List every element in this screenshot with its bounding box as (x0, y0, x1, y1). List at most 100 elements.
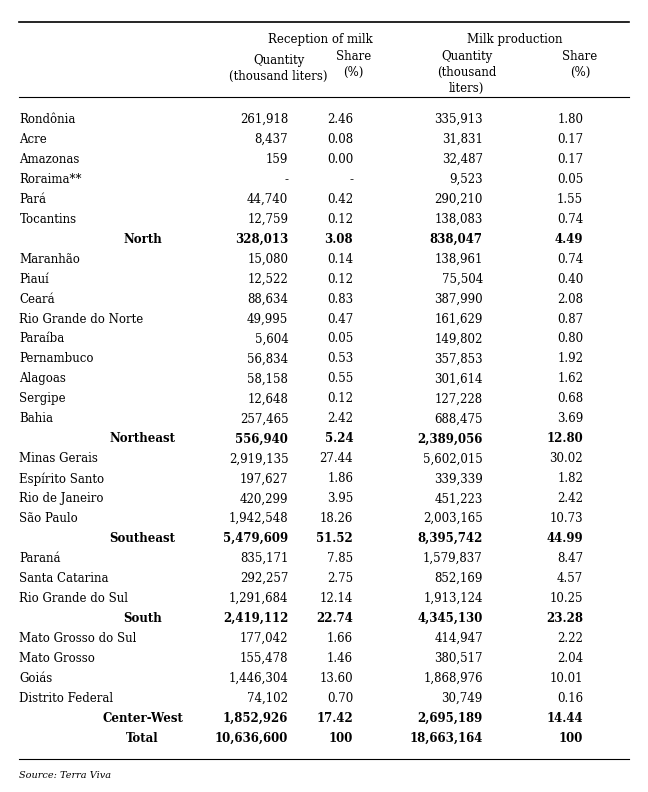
Text: 451,223: 451,223 (434, 493, 483, 505)
Text: 0.70: 0.70 (327, 692, 353, 705)
Text: 3.08: 3.08 (325, 233, 353, 246)
Text: 0.55: 0.55 (327, 372, 353, 386)
Text: 290,210: 290,210 (434, 192, 483, 206)
Text: Bahia: Bahia (19, 413, 53, 425)
Text: 100: 100 (559, 732, 583, 745)
Text: 30.02: 30.02 (550, 452, 583, 466)
Text: 8,395,742: 8,395,742 (417, 532, 483, 545)
Text: 852,169: 852,169 (434, 572, 483, 585)
Text: 31,831: 31,831 (442, 133, 483, 146)
Text: 23.28: 23.28 (546, 612, 583, 625)
Text: Maranhão: Maranhão (19, 253, 80, 265)
Text: 292,257: 292,257 (240, 572, 288, 585)
Text: 197,627: 197,627 (240, 472, 288, 485)
Text: 1,579,837: 1,579,837 (423, 552, 483, 565)
Text: 159: 159 (266, 153, 288, 166)
Text: 0.87: 0.87 (557, 313, 583, 326)
Text: 18.26: 18.26 (319, 512, 353, 525)
Text: Rondônia: Rondônia (19, 112, 76, 126)
Text: 56,834: 56,834 (248, 352, 288, 365)
Text: Northeast: Northeast (110, 432, 176, 445)
Text: Minas Gerais: Minas Gerais (19, 452, 98, 466)
Text: 2.08: 2.08 (557, 292, 583, 306)
Text: Pará: Pará (19, 192, 47, 206)
Text: 261,918: 261,918 (240, 112, 288, 126)
Text: 12,522: 12,522 (248, 272, 288, 286)
Text: 0.83: 0.83 (327, 292, 353, 306)
Text: 49,995: 49,995 (247, 313, 288, 326)
Text: 30,749: 30,749 (441, 692, 483, 705)
Text: 0.17: 0.17 (557, 133, 583, 146)
Text: Mato Grosso do Sul: Mato Grosso do Sul (19, 632, 137, 645)
Text: 138,083: 138,083 (434, 212, 483, 226)
Text: 27.44: 27.44 (319, 452, 353, 466)
Text: 3.69: 3.69 (557, 413, 583, 425)
Text: 1.82: 1.82 (557, 472, 583, 485)
Text: -: - (349, 173, 353, 185)
Text: Reception of milk: Reception of milk (268, 33, 373, 46)
Text: 12,759: 12,759 (248, 212, 288, 226)
Text: 0.05: 0.05 (557, 173, 583, 185)
Text: 0.74: 0.74 (557, 212, 583, 226)
Text: 835,171: 835,171 (240, 552, 288, 565)
Text: 15,080: 15,080 (248, 253, 288, 265)
Text: Mato Grosso: Mato Grosso (19, 652, 95, 665)
Text: 1.92: 1.92 (557, 352, 583, 365)
Text: -: - (284, 173, 288, 185)
Text: 2,695,189: 2,695,189 (417, 712, 483, 725)
Text: 328,013: 328,013 (235, 233, 288, 246)
Text: 44.99: 44.99 (546, 532, 583, 545)
Text: 0.80: 0.80 (557, 333, 583, 345)
Text: 1,913,124: 1,913,124 (423, 592, 483, 605)
Text: 1.46: 1.46 (327, 652, 353, 665)
Text: Share
(%): Share (%) (562, 50, 597, 79)
Text: 0.68: 0.68 (557, 392, 583, 406)
Text: Paraná: Paraná (19, 552, 61, 565)
Text: 12.14: 12.14 (319, 592, 353, 605)
Text: Pernambuco: Pernambuco (19, 352, 94, 365)
Text: 387,990: 387,990 (434, 292, 483, 306)
Text: 4.57: 4.57 (557, 572, 583, 585)
Text: 12.80: 12.80 (546, 432, 583, 445)
Text: 301,614: 301,614 (434, 372, 483, 386)
Text: 0.08: 0.08 (327, 133, 353, 146)
Text: 14.44: 14.44 (546, 712, 583, 725)
Text: 10.73: 10.73 (550, 512, 583, 525)
Text: 155,478: 155,478 (240, 652, 288, 665)
Text: Amazonas: Amazonas (19, 153, 80, 166)
Text: Southeast: Southeast (110, 532, 176, 545)
Text: Quantity
(thousand liters): Quantity (thousand liters) (229, 54, 328, 83)
Text: 2,419,112: 2,419,112 (223, 612, 288, 625)
Text: Distrito Federal: Distrito Federal (19, 692, 113, 705)
Text: Goiás: Goiás (19, 672, 52, 685)
Text: 0.47: 0.47 (327, 313, 353, 326)
Text: 380,517: 380,517 (434, 652, 483, 665)
Text: 1.55: 1.55 (557, 192, 583, 206)
Text: 32,487: 32,487 (442, 153, 483, 166)
Text: 5,479,609: 5,479,609 (223, 532, 288, 545)
Text: 2,389,056: 2,389,056 (417, 432, 483, 445)
Text: 8.47: 8.47 (557, 552, 583, 565)
Text: 0.14: 0.14 (327, 253, 353, 265)
Text: Quantity
(thousand
liters): Quantity (thousand liters) (437, 50, 496, 95)
Text: 13.60: 13.60 (319, 672, 353, 685)
Text: Rio de Janeiro: Rio de Janeiro (19, 493, 104, 505)
Text: 5,602,015: 5,602,015 (423, 452, 483, 466)
Text: 100: 100 (329, 732, 353, 745)
Text: Ceará: Ceará (19, 292, 55, 306)
Text: 0.12: 0.12 (327, 392, 353, 406)
Text: 12,648: 12,648 (248, 392, 288, 406)
Text: 1.62: 1.62 (557, 372, 583, 386)
Text: 7.85: 7.85 (327, 552, 353, 565)
Text: 1.86: 1.86 (327, 472, 353, 485)
Text: Milk production: Milk production (467, 33, 563, 46)
Text: 1,942,548: 1,942,548 (229, 512, 288, 525)
Text: 127,228: 127,228 (435, 392, 483, 406)
Text: 44,740: 44,740 (247, 192, 288, 206)
Text: 138,961: 138,961 (434, 253, 483, 265)
Text: 161,629: 161,629 (434, 313, 483, 326)
Text: 58,158: 58,158 (248, 372, 288, 386)
Text: 5.24: 5.24 (325, 432, 353, 445)
Text: Santa Catarina: Santa Catarina (19, 572, 109, 585)
Text: 556,940: 556,940 (235, 432, 288, 445)
